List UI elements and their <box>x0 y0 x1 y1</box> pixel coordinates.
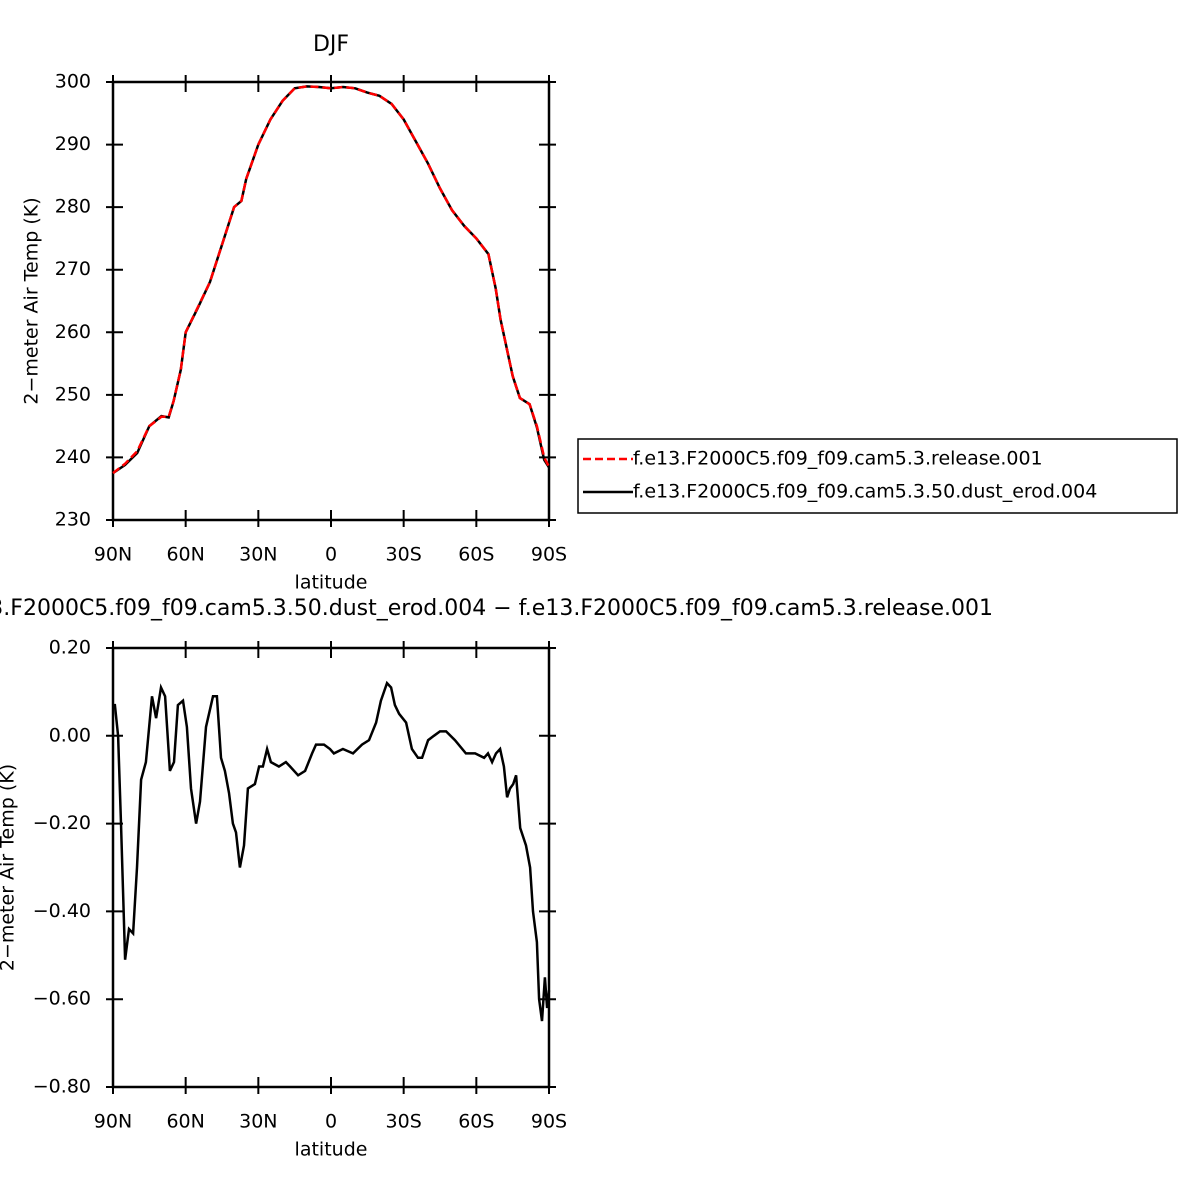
chart-title: DJF <box>313 32 349 57</box>
plot-frame <box>111 80 551 522</box>
x-tick-label: 60S <box>458 544 494 566</box>
y-tick-label: 270 <box>55 258 91 280</box>
x-tick-label: 60S <box>458 1111 494 1133</box>
chart-title: f.e13.F2000C5.f09_f09.cam5.3.50.dust_ero… <box>0 596 993 621</box>
y-tick-label: 230 <box>55 509 91 531</box>
y-tick-label: 300 <box>55 71 91 93</box>
y-tick-label: 0.20 <box>49 637 91 659</box>
data-line <box>112 85 551 475</box>
x-tick-label: 0 <box>325 544 337 566</box>
x-axis-label: latitude <box>295 572 368 594</box>
y-tick-label: 260 <box>55 321 91 343</box>
y-tick-label: 240 <box>55 446 91 468</box>
legend-label: f.e13.F2000C5.f09_f09.cam5.3.release.001 <box>633 448 1043 470</box>
legend-box <box>577 438 1178 514</box>
y-tick-label: −0.40 <box>33 900 91 922</box>
y-tick-label: −0.20 <box>33 812 91 834</box>
x-tick-label: 0 <box>325 1111 337 1133</box>
x-tick-label: 90N <box>94 1111 132 1133</box>
plot-frame <box>111 646 551 1089</box>
y-axis-label: 2−meter Air Temp (K) <box>0 764 19 971</box>
x-tick-label: 30N <box>239 544 277 566</box>
y-tick-label: −0.60 <box>33 988 91 1010</box>
x-tick-label: 60N <box>166 1111 204 1133</box>
y-tick-label: 280 <box>55 196 91 218</box>
x-tick-label: 60N <box>166 544 204 566</box>
x-tick-label: 90N <box>94 544 132 566</box>
y-axis-label: 2−meter Air Temp (K) <box>21 197 43 404</box>
x-tick-label: 90S <box>531 1111 567 1133</box>
y-tick-label: 250 <box>55 383 91 405</box>
x-tick-label: 30S <box>386 1111 422 1133</box>
data-line <box>112 85 551 475</box>
x-tick-label: 90S <box>531 544 567 566</box>
data-line <box>113 680 551 1022</box>
x-tick-label: 30S <box>386 544 422 566</box>
y-tick-label: 290 <box>55 133 91 155</box>
x-tick-label: 30N <box>239 1111 277 1133</box>
x-axis-label: latitude <box>295 1139 368 1161</box>
y-tick-label: 0.00 <box>49 724 91 746</box>
legend-label: f.e13.F2000C5.f09_f09.cam5.3.50.dust_ero… <box>633 481 1097 503</box>
y-tick-label: −0.80 <box>33 1076 91 1098</box>
